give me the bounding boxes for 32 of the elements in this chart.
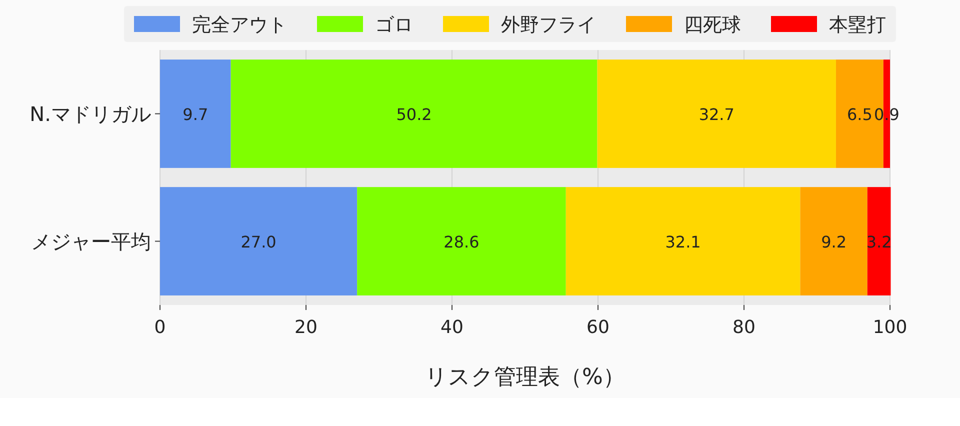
data-label: 0.9	[874, 104, 900, 124]
legend-label: 完全アウト	[192, 14, 287, 36]
x-tick-label: 0	[154, 317, 166, 338]
x-axis-title: リスク管理表（%）	[425, 365, 625, 390]
bar	[800, 187, 868, 296]
data-label: 32.7	[698, 104, 734, 124]
x-tick-label: 40	[440, 317, 464, 338]
bar	[230, 60, 598, 168]
data-label: 3.2	[866, 232, 892, 252]
data-label: 9.2	[821, 232, 847, 252]
bar	[357, 187, 566, 296]
bar	[867, 187, 891, 296]
data-label: 28.6	[444, 232, 480, 252]
legend-label: ゴロ	[375, 14, 413, 36]
bar	[160, 60, 231, 168]
bar	[597, 60, 836, 168]
data-label: 50.2	[396, 104, 432, 124]
data-label: 27.0	[240, 232, 276, 252]
data-label: 6.5	[846, 104, 872, 124]
bar	[160, 187, 358, 296]
legend-label: 外野フライ	[501, 14, 596, 36]
bar	[566, 187, 800, 296]
x-tick-label: 60	[586, 317, 610, 338]
legend-label: 本塁打	[829, 14, 886, 36]
data-label: 32.1	[665, 232, 701, 252]
x-tick-label: 80	[732, 317, 756, 338]
x-tick-label: 20	[294, 317, 318, 338]
y-tick-label: メジャー平均	[31, 229, 151, 254]
y-tick-label: N.マドリガル	[30, 102, 151, 126]
legend-label: 四死球	[684, 14, 741, 36]
data-label: 9.7	[182, 104, 208, 124]
x-tick-label: 100	[872, 317, 908, 338]
